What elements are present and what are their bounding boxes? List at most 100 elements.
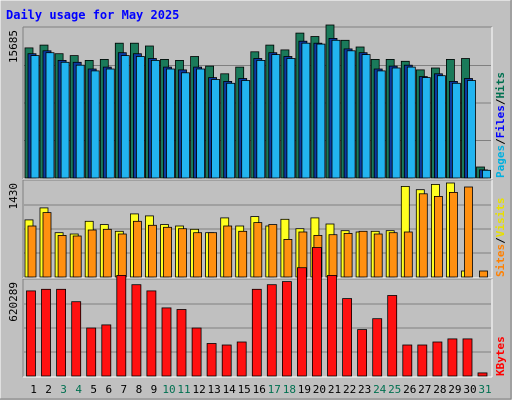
- bar-kbytes-day-13: [206, 343, 217, 377]
- bar-kbytes-day-15: [236, 341, 247, 377]
- bar-sites-day-28: [433, 195, 443, 278]
- bar-kbytes-day-7: [116, 274, 127, 377]
- bar-kbytes-day-31: [477, 372, 488, 377]
- bar-pages-day-26: [406, 66, 416, 179]
- bar-sites-day-31: [479, 270, 488, 278]
- x-axis-labels: 1 2 3 4 5 6 7 8 9 10 11 12 13 14 15 16 17 18 19 20 21 22 23 24 2…: [30, 383, 491, 396]
- x-label-day-4: 4: [75, 383, 82, 396]
- x-label-day-5: 5: [90, 383, 97, 396]
- bar-pages-day-3: [60, 61, 70, 179]
- bar-kbytes-day-29: [447, 338, 458, 377]
- x-label-day-14: 14: [223, 383, 237, 396]
- x-label-day-6: 6: [105, 383, 112, 396]
- bar-sites-day-30: [464, 186, 473, 278]
- bar-pages-day-23: [361, 54, 371, 179]
- bar-pages-day-10: [166, 68, 175, 179]
- bar-pages-day-18: [286, 58, 296, 179]
- bar-pages-day-6: [105, 68, 115, 179]
- x-label-day-19: 19: [298, 383, 311, 396]
- bar-sites-day-13: [208, 232, 218, 278]
- x-label-day-21: 21: [328, 383, 341, 396]
- legend-separator: /: [494, 138, 507, 145]
- bar-sites-day-8: [132, 220, 142, 278]
- bar-kbytes-day-1: [26, 290, 36, 377]
- bar-kbytes-day-26: [402, 344, 413, 377]
- x-label-day-10: 10: [162, 383, 175, 396]
- bar-pages-day-1: [30, 55, 40, 179]
- bar-kbytes-day-3: [56, 288, 66, 377]
- x-label-day-2: 2: [45, 383, 52, 396]
- x-label-day-24: 24: [373, 383, 387, 396]
- bar-kbytes-day-12: [191, 327, 202, 377]
- bar-sites-day-6: [102, 228, 112, 278]
- bar-pages-day-21: [331, 39, 341, 179]
- legend: Pages/Files/Hits: [494, 72, 507, 178]
- x-label-day-18: 18: [283, 383, 296, 396]
- bar-pages-day-17: [271, 54, 281, 179]
- bar-pages-day-5: [90, 70, 100, 179]
- bar-pages-day-11: [181, 72, 190, 179]
- bar-pages-day-12: [196, 68, 206, 179]
- x-label-day-7: 7: [120, 383, 127, 396]
- x-label-day-23: 23: [358, 383, 371, 396]
- bar-sites-day-7: [117, 233, 127, 278]
- bar-sites-day-12: [193, 232, 203, 278]
- x-label-day-29: 29: [448, 383, 461, 396]
- bar-kbytes-day-8: [131, 284, 142, 377]
- y-max-label: 15685: [7, 30, 20, 63]
- bar-kbytes-day-9: [146, 290, 157, 377]
- bar-pages-day-22: [346, 50, 356, 179]
- x-label-day-16: 16: [253, 383, 266, 396]
- bar-pages-day-30: [467, 80, 476, 179]
- x-label-day-25: 25: [388, 383, 401, 396]
- bar-pages-day-8: [135, 56, 145, 179]
- bar-pages-day-20: [316, 43, 326, 179]
- bar-kbytes-day-24: [372, 318, 383, 377]
- bar-pages-day-13: [211, 79, 221, 179]
- bar-kbytes-day-25: [387, 295, 398, 377]
- x-label-day-3: 3: [60, 383, 67, 396]
- bar-kbytes-day-14: [221, 344, 232, 377]
- x-label-day-13: 13: [207, 383, 220, 396]
- bar-pages-day-7: [120, 55, 130, 179]
- bar-sites-day-4: [72, 235, 82, 278]
- x-label-day-17: 17: [268, 383, 281, 396]
- bar-sites-day-11: [178, 228, 187, 278]
- bar-kbytes-day-2: [41, 288, 51, 377]
- legend-hits: Hits: [494, 72, 507, 99]
- x-label-day-22: 22: [343, 383, 356, 396]
- bar-kbytes-day-10: [161, 307, 172, 377]
- bar-sites-day-3: [57, 234, 67, 278]
- bar-kbytes-day-21: [327, 274, 337, 377]
- bar-sites-day-27: [418, 193, 428, 278]
- x-label-day-26: 26: [403, 383, 416, 396]
- bar-sites-day-29: [448, 191, 458, 278]
- chart-panels: 15685Pages/Files/Hits1430Sites/Visits620…: [7, 24, 507, 378]
- bar-kbytes-day-11: [176, 309, 187, 377]
- legend-files: Files: [494, 105, 507, 138]
- bar-kbytes-day-18: [281, 281, 292, 377]
- legend-visits: Visits: [494, 198, 507, 238]
- bar-sites-day-24: [373, 233, 383, 278]
- bar-kbytes-day-23: [357, 329, 368, 377]
- legend: KBytes: [494, 336, 507, 376]
- bar-pages-day-2: [45, 52, 55, 179]
- bar-sites-day-14: [223, 225, 233, 278]
- x-label-day-31: 31: [478, 383, 491, 396]
- bar-pages-day-9: [150, 60, 160, 179]
- panel-3: 620289 KBytes: [7, 247, 507, 378]
- bar-sites-day-15: [238, 230, 248, 278]
- bar-kbytes-day-16: [251, 288, 262, 377]
- bar-kbytes-day-6: [101, 324, 112, 377]
- bar-sites-day-17: [268, 224, 278, 278]
- bar-sites-day-10: [163, 226, 172, 278]
- legend-sites: Sites: [494, 244, 507, 277]
- bar-kbytes-day-30: [462, 338, 473, 377]
- bar-sites-day-21: [328, 234, 338, 278]
- bar-sites-day-23: [358, 230, 368, 278]
- y-max-label: 1430: [7, 183, 20, 210]
- bar-kbytes-day-22: [342, 298, 353, 377]
